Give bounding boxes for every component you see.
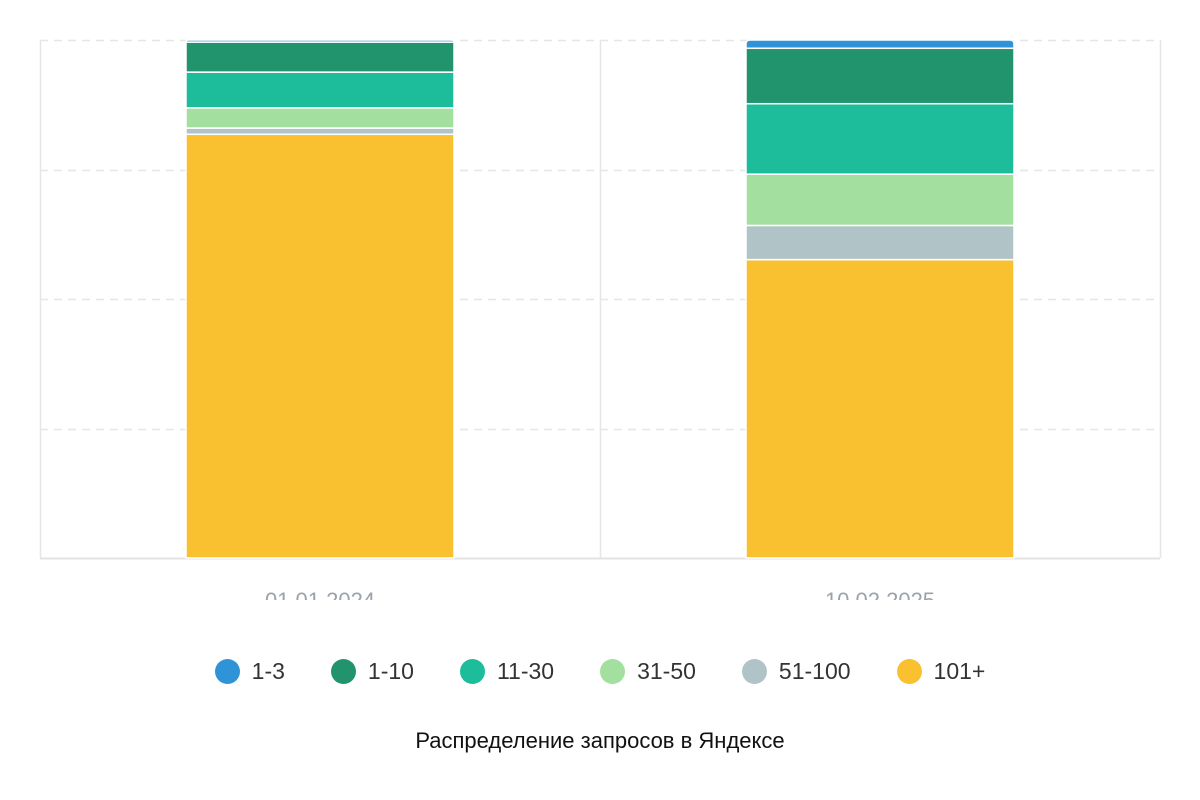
bar-segment-11-30-01.01.2024[interactable] xyxy=(185,71,455,109)
legend-marker-101-plus xyxy=(896,658,922,684)
chart-title: Распределение запросов в Яндексе xyxy=(415,728,785,753)
legend-marker-51-100 xyxy=(741,658,767,684)
legend-label-1-10: 1-10 xyxy=(367,657,414,684)
legend-label-101-plus: 101+ xyxy=(933,657,986,684)
x-tick-label: 01.01.2024 xyxy=(265,588,375,600)
bar-segment-101+-10.02.2025[interactable] xyxy=(745,258,1015,559)
legend-label-1-3: 1-3 xyxy=(251,657,285,684)
bars xyxy=(185,39,1015,559)
bar-segment-1-10-01.01.2024[interactable] xyxy=(185,41,455,73)
legend-marker-11-30 xyxy=(459,658,485,684)
legend-label-51-100: 51-100 xyxy=(778,657,851,684)
legend-item-51-100[interactable]: 51-100 xyxy=(741,657,851,685)
stacked-bar-chart: 01.01.2024 10.02.2025 xyxy=(39,39,1162,600)
bar-segment-1-10-10.02.2025[interactable] xyxy=(745,47,1015,105)
bar-segment-51-100-01.01.2024[interactable] xyxy=(185,127,455,136)
legend: 1-3 1-10 11-30 31-50 51-100 101+ xyxy=(0,648,1200,694)
legend-item-101-plus[interactable]: 101+ xyxy=(896,657,986,685)
bar-stack-10.02.2025 xyxy=(745,39,1015,559)
legend-item-1-3[interactable]: 1-3 xyxy=(214,657,285,685)
legend-item-31-50[interactable]: 31-50 xyxy=(600,658,696,685)
x-axis-ticks: 01.01.2024 10.02.2025 xyxy=(265,588,935,600)
x-tick-label: 10.02.2025 xyxy=(825,588,935,600)
bar-segment-31-50-10.02.2025[interactable] xyxy=(745,173,1015,227)
bar-segment-1-3-01.01.2024[interactable] xyxy=(185,39,455,43)
legend-label-11-30: 11-30 xyxy=(496,657,555,684)
bar-segment-101+-01.01.2024[interactable] xyxy=(185,133,455,559)
legend-marker-1-10 xyxy=(330,658,356,684)
legend-marker-1-3 xyxy=(214,658,240,684)
bar-segment-11-30-10.02.2025[interactable] xyxy=(745,102,1015,175)
bar-segment-31-50-01.01.2024[interactable] xyxy=(185,107,455,129)
bar-segment-51-100-10.02.2025[interactable] xyxy=(745,224,1015,261)
legend-item-11-30[interactable]: 11-30 xyxy=(459,657,555,685)
bar-segment-1-3-10.02.2025[interactable] xyxy=(745,39,1015,50)
legend-marker-31-50 xyxy=(600,658,626,684)
legend-item-1-10[interactable]: 1-10 xyxy=(330,657,414,685)
legend-label-31-50: 31-50 xyxy=(637,657,696,684)
bar-stack-01.01.2024 xyxy=(185,39,455,559)
